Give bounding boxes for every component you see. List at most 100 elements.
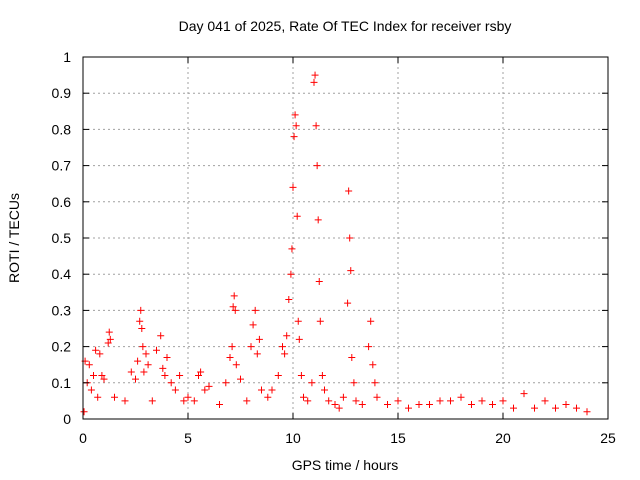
data-point (348, 353, 356, 361)
data-point (92, 346, 100, 354)
y-tick-label: 1 (63, 49, 71, 65)
data-point (184, 393, 192, 401)
data-point (365, 343, 373, 351)
data-point (106, 335, 114, 343)
data-point (237, 375, 244, 383)
data-point (583, 408, 591, 416)
data-point (520, 390, 528, 398)
data-point (415, 401, 423, 409)
data-point (304, 397, 312, 405)
data-point (142, 350, 150, 358)
data-point (339, 393, 347, 401)
data-point (499, 397, 507, 405)
data-point (171, 386, 179, 394)
data-point (350, 379, 358, 387)
data-point (195, 372, 202, 380)
data-point (510, 404, 517, 412)
data-point (222, 379, 230, 387)
data-point (384, 401, 391, 409)
data-point (230, 292, 238, 300)
data-point (308, 379, 316, 387)
data-point (274, 372, 282, 380)
chart-title: Day 041 of 2025, Rate Of TEC Index for r… (179, 18, 512, 34)
data-point (321, 386, 328, 394)
data-point (347, 267, 355, 275)
data-point (140, 368, 148, 376)
data-point (85, 361, 93, 369)
data-point (552, 404, 559, 412)
x-tick-label: 20 (495, 430, 511, 446)
data-point (311, 71, 319, 79)
data-point (358, 401, 366, 409)
data-point (287, 270, 295, 278)
data-point (325, 397, 333, 405)
data-point (541, 397, 549, 405)
y-tick-label: 0.9 (52, 85, 72, 101)
data-point (447, 397, 454, 405)
data-point (247, 343, 255, 351)
data-points (80, 71, 591, 416)
data-point (346, 234, 354, 242)
data-point (201, 386, 209, 394)
data-point (285, 296, 293, 304)
data-point (197, 368, 205, 376)
data-point (231, 306, 239, 314)
data-point (478, 397, 486, 405)
data-point (139, 343, 147, 351)
data-point (226, 353, 234, 361)
data-point (268, 386, 276, 394)
data-point (313, 162, 321, 170)
data-point (489, 401, 496, 409)
data-point (144, 361, 152, 369)
data-point (300, 393, 307, 401)
x-tick-label: 25 (600, 430, 616, 446)
data-point (290, 133, 298, 141)
data-point (264, 393, 272, 401)
y-tick-label: 0.7 (52, 158, 72, 174)
data-point (331, 401, 339, 409)
data-point (258, 386, 265, 394)
data-point (279, 343, 286, 351)
data-point (295, 335, 303, 343)
data-point (159, 364, 167, 372)
x-tick-label: 5 (184, 430, 192, 446)
data-point (205, 382, 213, 390)
data-point (148, 397, 156, 405)
data-point (137, 306, 145, 314)
data-point (228, 343, 236, 351)
x-tick-label: 0 (79, 430, 87, 446)
data-point (180, 397, 188, 405)
x-tick-label: 15 (390, 430, 406, 446)
data-point (345, 187, 353, 195)
y-tick-label: 0.3 (52, 302, 72, 318)
data-point (134, 357, 142, 365)
y-tick-label: 0.8 (52, 121, 72, 137)
data-point (281, 350, 289, 358)
data-point (98, 372, 106, 380)
data-point (297, 372, 305, 380)
data-point (457, 393, 465, 401)
data-point (288, 245, 296, 253)
data-point (531, 404, 538, 412)
data-point (157, 332, 165, 340)
data-point (216, 401, 223, 409)
data-point (90, 372, 97, 380)
data-point (96, 350, 104, 358)
data-point (371, 379, 379, 387)
data-point (136, 317, 144, 325)
data-point (161, 372, 169, 380)
data-point (293, 212, 301, 220)
data-point (436, 397, 444, 405)
data-point (176, 372, 184, 380)
data-point (426, 401, 433, 409)
data-point (80, 408, 88, 416)
data-point (232, 361, 240, 369)
data-point (310, 78, 318, 86)
y-tick-label: 0.1 (52, 375, 72, 391)
data-point (163, 353, 171, 361)
y-tick-label: 0.6 (52, 194, 72, 210)
data-point (573, 404, 580, 412)
y-tick-label: 0.2 (52, 339, 72, 355)
axis-ticks: 00.10.20.30.40.50.60.70.80.910 5 10 15 20 25 (52, 49, 616, 446)
